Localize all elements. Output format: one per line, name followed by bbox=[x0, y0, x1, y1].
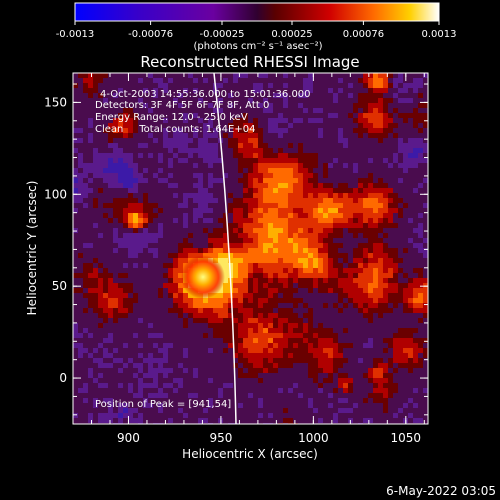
info-peak-position: Position of Peak = [941,54] bbox=[95, 399, 231, 410]
info-time-range: 4-Oct-2003 14:55:36.000 to 15:01:36.000 bbox=[100, 89, 311, 100]
y-axis-label: Heliocentric Y (arcsec) bbox=[25, 181, 39, 316]
x-tick-label: 950 bbox=[209, 431, 232, 445]
info-clean-counts: Clean Total counts: 1.64E+04 bbox=[95, 124, 255, 135]
x-axis-label: Heliocentric X (arcsec) bbox=[182, 447, 318, 461]
colorbar-tick-label: -0.00076 bbox=[128, 29, 173, 40]
plot-title: Reconstructed RHESSI Image bbox=[140, 53, 359, 71]
colorbar-tick-label: 0.00025 bbox=[271, 29, 312, 40]
colorbar bbox=[74, 2, 440, 22]
solar-image bbox=[73, 73, 428, 424]
colorbar-tick-label: 0.0013 bbox=[422, 29, 457, 40]
y-tick-labels: 150 100 50 0 bbox=[44, 95, 67, 385]
x-tick-label: 1000 bbox=[298, 431, 329, 445]
colorbar-tick-labels: -0.0013 -0.00076 -0.00025 0.00025 0.00076 0.0… bbox=[56, 29, 457, 40]
solar-limb-line bbox=[213, 73, 237, 424]
colorbar-tick-label: -0.00025 bbox=[200, 29, 245, 40]
x-tick-labels: 900 950 1000 1050 bbox=[117, 431, 421, 445]
plot-frame bbox=[72, 72, 429, 425]
info-detectors: Detectors: 3F 4F 5F 6F 7F 8F, Att 0 bbox=[95, 100, 269, 111]
colorbar-ticks bbox=[74, 21, 440, 25]
y-tick-label: 150 bbox=[44, 95, 67, 109]
x-tick-label: 900 bbox=[117, 431, 140, 445]
x-tick-label: 1050 bbox=[391, 431, 422, 445]
colorbar-tick-label: -0.0013 bbox=[56, 29, 95, 40]
colorbar-units: (photons cm⁻² s⁻¹ asec⁻²) bbox=[193, 41, 322, 52]
colorbar-tick-label: 0.00076 bbox=[343, 29, 384, 40]
y-tick-label: 0 bbox=[59, 371, 67, 385]
timestamp: 6-May-2022 03:05 bbox=[386, 484, 496, 498]
y-tick-label: 100 bbox=[44, 187, 67, 201]
y-tick-label: 50 bbox=[52, 279, 67, 293]
info-energy-range: Energy Range: 12.0 - 25.0 keV bbox=[95, 112, 248, 123]
axis-ticks bbox=[73, 73, 428, 424]
